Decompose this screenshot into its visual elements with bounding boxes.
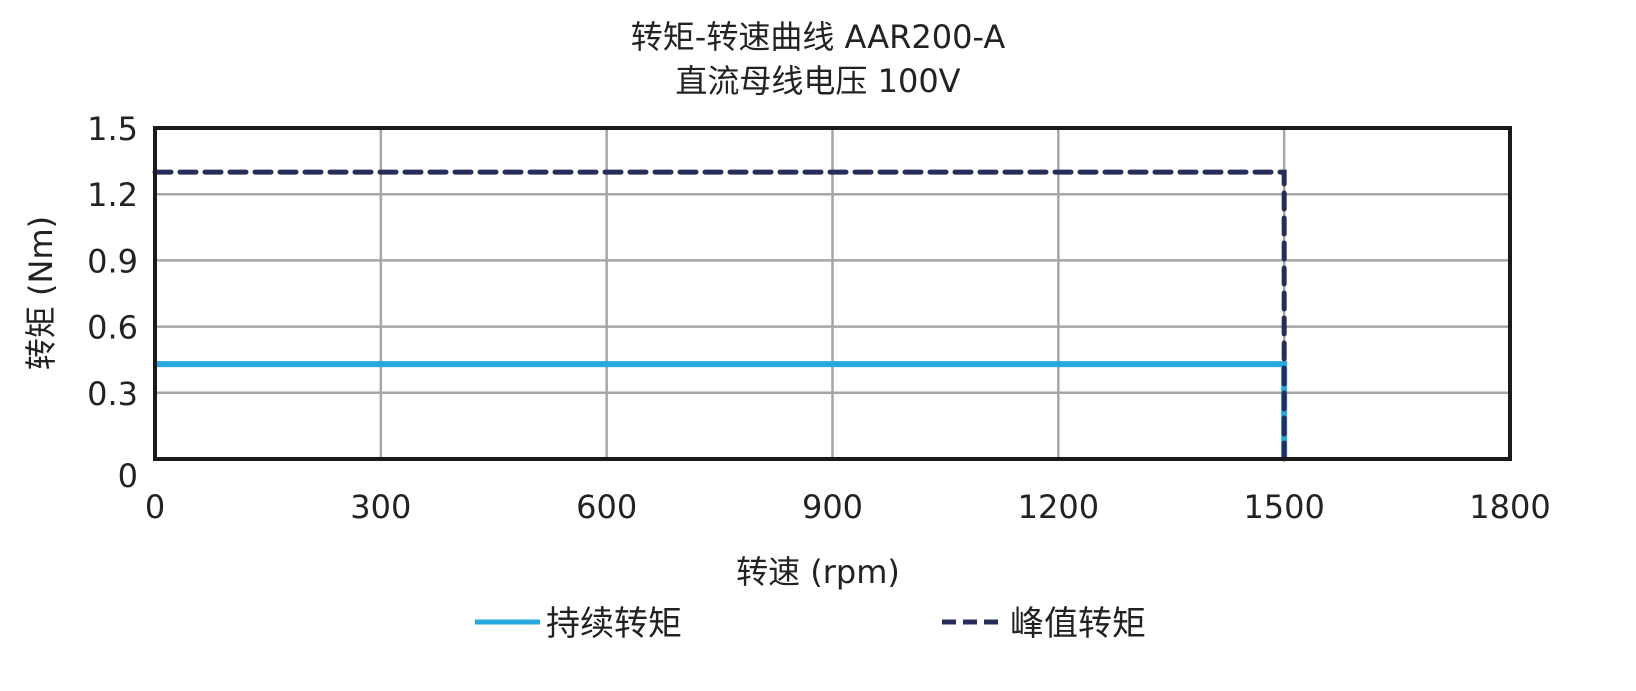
legend-label-peak: 峰值转矩 <box>1010 604 1146 644</box>
x-axis-ticks: 0 300 600 900 1200 1500 1800 <box>145 488 1551 526</box>
legend-item-peak: 峰值转矩 <box>942 604 1146 644</box>
x-tick-label: 1800 <box>1469 488 1550 526</box>
x-tick-label: 0 <box>145 488 165 526</box>
x-tick-label: 1200 <box>1018 488 1099 526</box>
legend-item-continuous: 持续转矩 <box>475 604 682 644</box>
x-tick-label: 1500 <box>1243 488 1324 526</box>
y-tick-label: 0.3 <box>87 375 138 413</box>
y-axis-ticks: 0 0.3 0.6 0.9 1.2 1.5 <box>87 110 138 495</box>
x-tick-label: 300 <box>350 488 411 526</box>
legend: 持续转矩 峰值转矩 <box>475 604 1146 644</box>
y-tick-label: 0.6 <box>87 309 138 347</box>
y-tick-label: 1.2 <box>87 176 138 214</box>
data-series <box>152 169 1288 462</box>
x-axis-label: 转速 (rpm) <box>736 553 900 591</box>
x-tick-label: 600 <box>576 488 637 526</box>
x-tick-label: 900 <box>802 488 863 526</box>
y-axis-label: 转矩 (Nm) <box>22 216 60 370</box>
chart-subtitle: 直流母线电压 100V <box>675 62 961 100</box>
continuous-torque-line <box>155 361 1288 459</box>
y-tick-label: 0.9 <box>87 242 138 280</box>
legend-label-continuous: 持续转矩 <box>546 604 682 644</box>
peak-torque-line <box>152 169 1287 462</box>
y-tick-label: 0 <box>118 457 138 495</box>
grid-lines <box>153 126 1512 461</box>
chart-title: 转矩-转速曲线 AAR200-A <box>630 18 1006 56</box>
y-tick-label: 1.5 <box>87 110 138 148</box>
plot-frame <box>153 126 1512 461</box>
